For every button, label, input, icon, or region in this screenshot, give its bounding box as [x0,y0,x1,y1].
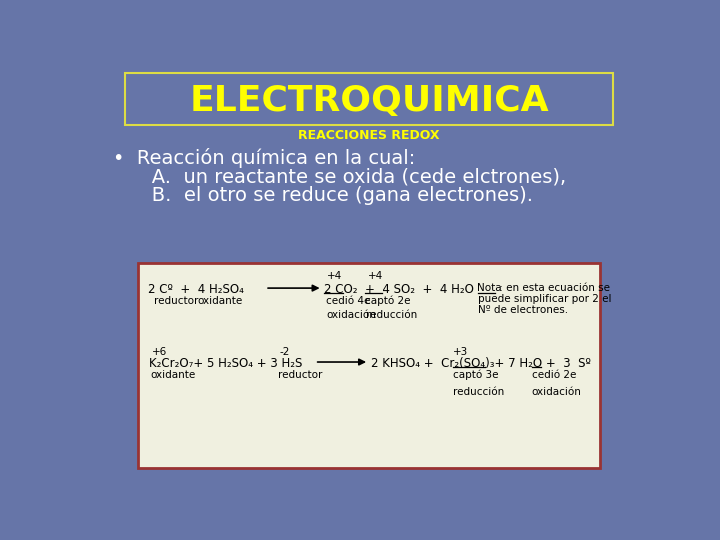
Bar [125,72,613,125]
Text: captó 2e: captó 2e [365,296,410,306]
Text: K₂Cr₂O₇+ 5 H₂SO₄ + 3 H₂S: K₂Cr₂O₇+ 5 H₂SO₄ + 3 H₂S [149,357,302,370]
Text: A.  un reactante se oxida (cede elctrones),: A. un reactante se oxida (cede elctrones… [132,167,566,186]
Text: reductor: reductor [153,296,198,306]
Text: 2 KHSO₄ +  Cr₂(SO₄)₃+ 7 H₂O +  3  Sº: 2 KHSO₄ + Cr₂(SO₄)₃+ 7 H₂O + 3 Sº [371,357,590,370]
Text: oxidación: oxidación [532,387,582,397]
Text: puede simplificar por 2 el: puede simplificar por 2 el [477,294,611,304]
Text: cedió 2e: cedió 2e [532,370,576,380]
Text: ELECTROQUIMICA: ELECTROQUIMICA [189,84,549,118]
Text: reducción: reducción [453,387,504,397]
Text: cedió 4e: cedió 4e [326,296,371,306]
Text: reducción: reducción [366,309,417,320]
Bar [138,264,600,468]
Text: oxidante: oxidante [197,296,242,306]
Text: reductor: reductor [279,370,323,380]
Text: oxidante: oxidante [150,370,196,380]
Text: 2 Cº  +  4 H₂SO₄: 2 Cº + 4 H₂SO₄ [148,284,244,296]
Text: REACCIONES REDOX: REACCIONES REDOX [298,129,440,142]
Text: +4: +4 [326,271,342,281]
Text: +4: +4 [368,271,383,281]
Text: B.  el otro se reduce (gana electrones).: B. el otro se reduce (gana electrones). [132,186,533,205]
Text: Nº de electrones.: Nº de electrones. [477,305,567,315]
Text: -2: -2 [280,347,290,356]
Text: captó 3e: captó 3e [453,370,498,380]
Text: •  Reacción química en la cual:: • Reacción química en la cual: [113,148,415,168]
Text: 2 CO₂  +  4 SO₂  +  4 H₂O: 2 CO₂ + 4 SO₂ + 4 H₂O [324,284,474,296]
Text: +6: +6 [152,347,167,356]
Text: +3: +3 [453,347,468,356]
Text: : en esta ecuación se: : en esta ecuación se [496,284,610,293]
Text: oxidación: oxidación [326,309,377,320]
Text: Nota: Nota [477,284,502,293]
